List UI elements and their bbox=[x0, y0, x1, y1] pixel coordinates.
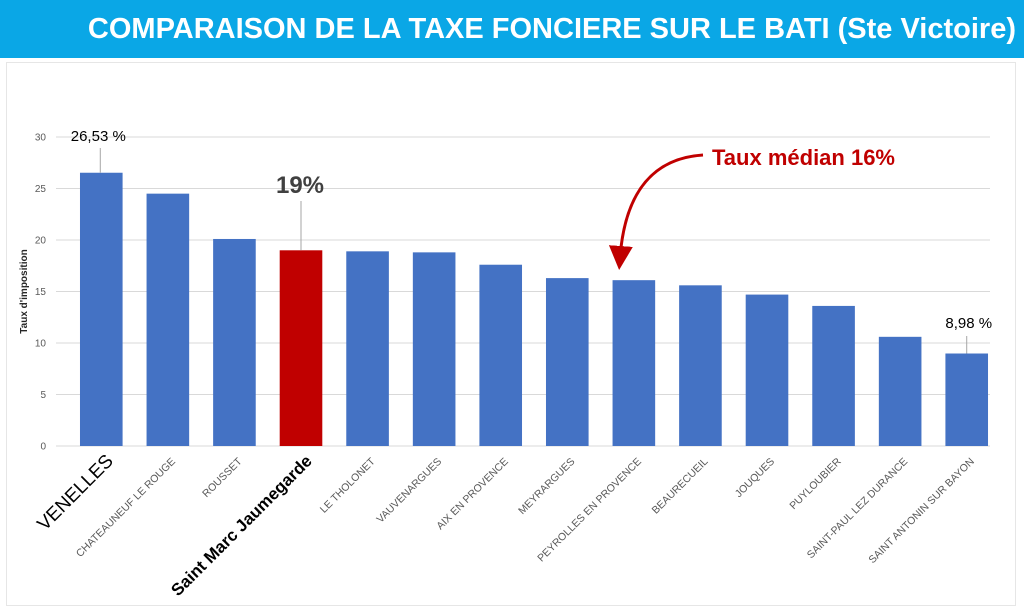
bar bbox=[679, 285, 722, 446]
category-label: SAINT ANTONIN SUR BAYON bbox=[866, 456, 976, 566]
y-tick-label: 15 bbox=[35, 287, 47, 298]
chart-frame bbox=[6, 62, 1016, 606]
bar bbox=[945, 353, 989, 446]
bar bbox=[346, 251, 389, 446]
category-label: VAUVENARGUES bbox=[374, 456, 444, 526]
bar bbox=[612, 280, 656, 446]
value-label: 8,98 % bbox=[945, 315, 992, 332]
y-tick-label: 10 bbox=[35, 339, 47, 350]
bar bbox=[878, 336, 922, 446]
bar bbox=[146, 193, 190, 446]
y-tick-label: 5 bbox=[40, 390, 46, 401]
bar bbox=[545, 278, 589, 446]
category-label: JOUQUES bbox=[733, 456, 777, 500]
median-arrow bbox=[608, 153, 704, 270]
value-label: 26,53 % bbox=[71, 128, 126, 145]
category-label: ROUSSET bbox=[200, 455, 245, 500]
y-axis-title: Taux d'imposition bbox=[19, 249, 30, 333]
bar bbox=[79, 172, 123, 446]
bar bbox=[745, 294, 789, 446]
bar bbox=[479, 264, 523, 446]
median-label: Taux médian 16% bbox=[712, 145, 895, 170]
category-label: LE THOLONET bbox=[318, 455, 378, 515]
y-tick-label: 20 bbox=[35, 236, 47, 247]
y-tick-label: 0 bbox=[40, 442, 46, 453]
y-tick-label: 30 bbox=[35, 133, 47, 144]
value-label: 19% bbox=[276, 172, 324, 199]
bar bbox=[812, 305, 855, 446]
category-label: PUYLOUBIER bbox=[787, 455, 844, 512]
category-label: BEAURECUEIL bbox=[650, 456, 711, 517]
bar bbox=[213, 238, 256, 446]
category-label: AIX EN PROVENCE bbox=[434, 456, 511, 533]
title-bar: COMPARAISON DE LA TAXE FONCIERE SUR LE B… bbox=[0, 0, 1024, 58]
bar bbox=[412, 252, 456, 446]
page-title: COMPARAISON DE LA TAXE FONCIERE SUR LE B… bbox=[87, 13, 1016, 45]
category-label: Saint Marc Jaumegarde bbox=[167, 451, 315, 599]
category-label: MEYRARGUES bbox=[516, 456, 577, 517]
y-tick-label: 25 bbox=[35, 184, 47, 195]
bar bbox=[279, 250, 323, 446]
